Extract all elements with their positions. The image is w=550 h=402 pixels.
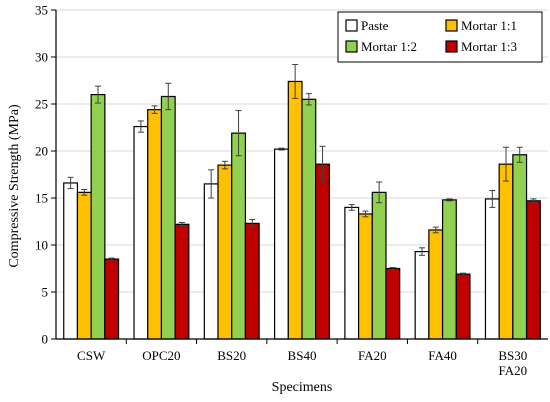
legend-swatch	[345, 40, 358, 53]
x-tick-label: BS30	[498, 348, 527, 363]
bar	[315, 163, 331, 340]
bar	[344, 206, 360, 340]
bar	[441, 199, 457, 340]
bar	[133, 125, 149, 340]
bar	[203, 183, 219, 340]
bar	[287, 80, 303, 340]
legend-box	[337, 11, 543, 63]
bar	[385, 267, 401, 340]
x-tick-label: BS20	[217, 348, 246, 363]
bar	[498, 163, 514, 340]
legend-swatch	[345, 19, 358, 32]
bar	[357, 213, 373, 340]
bar	[76, 191, 92, 340]
bar	[244, 222, 260, 340]
bar	[455, 273, 471, 340]
axes	[51, 9, 548, 344]
y-tick-label: 5	[42, 285, 49, 300]
y-tick-label: 25	[35, 97, 48, 112]
bar	[484, 198, 500, 340]
legend-label: Mortar 1:2	[361, 39, 417, 54]
legend-label: Paste	[361, 18, 389, 33]
x-tick-label: CSW	[77, 348, 106, 363]
x-tick-label: BS40	[288, 348, 317, 363]
legend-label: Mortar 1:3	[461, 39, 517, 54]
y-tick-label: 15	[35, 191, 48, 206]
legend-swatch	[445, 40, 458, 53]
bar	[231, 132, 247, 340]
legend-label: Mortar 1:1	[461, 18, 517, 33]
legend-swatch	[445, 19, 458, 32]
y-tick-label: 30	[35, 50, 48, 65]
bar	[512, 154, 528, 340]
bar	[525, 200, 541, 340]
x-tick-label: FA40	[428, 348, 457, 363]
bar	[428, 229, 444, 340]
legend: Paste Mortar 1:1 Mortar 1:2 Mortar 1:3	[337, 11, 543, 63]
bar	[217, 164, 233, 340]
bar	[147, 109, 163, 340]
bar	[104, 258, 120, 340]
bar	[414, 250, 430, 340]
x-tick-label: FA20	[358, 348, 387, 363]
x-axis-title: Specimens	[272, 380, 333, 395]
bar	[301, 98, 317, 340]
bars	[63, 64, 541, 340]
x-tick-label: FA20	[499, 363, 528, 378]
bar	[371, 191, 387, 340]
tick-labels: 0 5 10 15 20 25 30 35 CSW OPC20 BS20 BS40 FA20 FA40 BS…	[35, 3, 527, 379]
bar	[174, 223, 190, 340]
bar	[160, 95, 176, 340]
bar	[274, 148, 289, 340]
y-tick-label: 0	[42, 332, 49, 347]
y-tick-label: 10	[35, 238, 48, 253]
bar	[63, 182, 79, 340]
y-axis-title: Compressive Strength (MPa)	[7, 104, 22, 268]
y-tick-label: 20	[35, 144, 48, 159]
bar	[90, 93, 106, 340]
x-tick-label: OPC20	[142, 348, 180, 363]
y-tick-label: 35	[35, 3, 48, 18]
